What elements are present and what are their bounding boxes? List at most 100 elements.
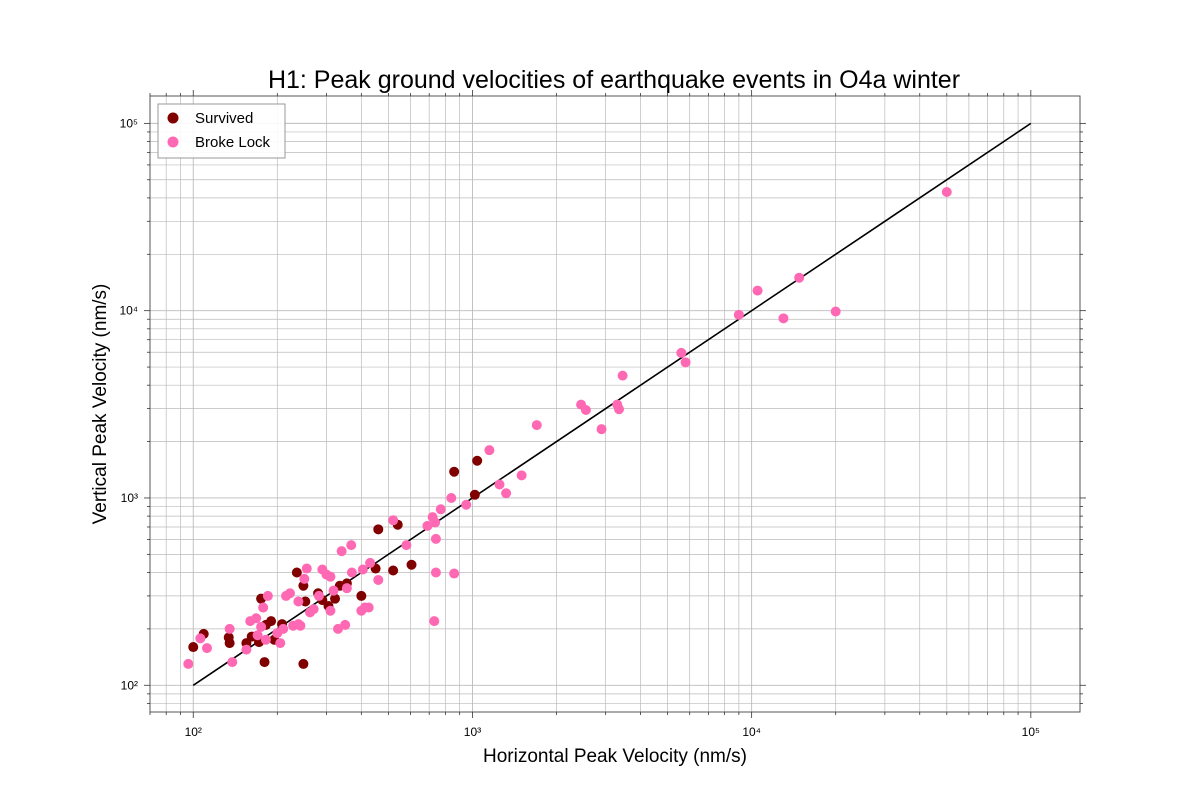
data-point bbox=[336, 546, 347, 557]
data-point bbox=[341, 583, 352, 594]
data-point bbox=[295, 620, 306, 631]
data-point bbox=[252, 630, 263, 641]
data-point bbox=[328, 585, 339, 596]
data-point bbox=[325, 605, 336, 616]
data-point bbox=[301, 563, 312, 574]
data-point bbox=[617, 370, 628, 381]
data-point bbox=[251, 613, 262, 624]
data-point bbox=[494, 479, 505, 490]
data-points bbox=[183, 187, 952, 669]
data-point bbox=[195, 633, 206, 644]
data-point bbox=[401, 540, 412, 551]
data-point bbox=[430, 517, 441, 528]
y-axis-label: Vertical Peak Velocity (nm/s) bbox=[90, 284, 111, 525]
data-point bbox=[278, 623, 289, 634]
data-point bbox=[260, 634, 271, 645]
data-point bbox=[373, 574, 384, 585]
data-point bbox=[373, 524, 384, 535]
data-point bbox=[388, 515, 399, 526]
data-point bbox=[298, 658, 309, 669]
data-point bbox=[830, 306, 841, 317]
data-point bbox=[449, 568, 460, 579]
data-point bbox=[516, 470, 527, 481]
data-point bbox=[258, 602, 269, 613]
data-point bbox=[227, 657, 238, 668]
data-point bbox=[680, 357, 691, 368]
chart-title: H1: Peak ground velocities of earthquake… bbox=[268, 66, 960, 94]
data-point bbox=[363, 602, 374, 613]
data-point bbox=[183, 658, 194, 669]
data-point bbox=[676, 347, 687, 358]
data-point bbox=[461, 499, 472, 510]
data-point bbox=[429, 616, 440, 627]
legend-label-broke-lock: Broke Lock bbox=[195, 134, 271, 151]
data-point bbox=[340, 619, 351, 630]
y-tick-label: 10² bbox=[121, 678, 138, 692]
data-point bbox=[259, 657, 270, 668]
data-point bbox=[188, 642, 199, 653]
data-point bbox=[266, 616, 277, 627]
legend: Survived Broke Lock bbox=[157, 103, 286, 159]
data-point bbox=[291, 567, 302, 578]
data-point bbox=[346, 567, 357, 578]
data-point bbox=[224, 623, 235, 634]
data-point bbox=[224, 638, 235, 649]
data-point bbox=[284, 588, 295, 599]
data-point bbox=[596, 424, 607, 435]
data-point bbox=[293, 596, 304, 607]
data-point bbox=[300, 596, 311, 607]
data-point bbox=[472, 455, 483, 466]
data-point bbox=[941, 187, 952, 198]
data-point bbox=[430, 533, 441, 544]
data-point bbox=[435, 504, 446, 515]
data-point bbox=[501, 488, 512, 499]
data-point bbox=[614, 404, 625, 415]
data-point bbox=[313, 590, 324, 601]
legend-label-survived: Survived bbox=[195, 110, 253, 127]
y-tick-label: 10⁵ bbox=[120, 116, 138, 130]
data-point bbox=[446, 492, 457, 503]
data-point bbox=[422, 520, 433, 531]
y-tick-label: 10³ bbox=[121, 491, 138, 505]
series-survived bbox=[188, 455, 483, 669]
grid bbox=[149, 96, 1080, 712]
x-tick-label: 10³ bbox=[464, 725, 481, 739]
legend-marker-survived bbox=[167, 112, 179, 124]
data-point bbox=[356, 590, 367, 601]
data-point bbox=[449, 466, 460, 477]
data-point bbox=[299, 573, 310, 584]
data-point bbox=[325, 571, 336, 582]
x-tick-label: 10⁵ bbox=[1022, 725, 1040, 739]
data-point bbox=[275, 638, 286, 649]
plot-frame bbox=[149, 95, 1081, 713]
data-point bbox=[256, 621, 267, 632]
data-point bbox=[484, 445, 495, 456]
data-point bbox=[752, 285, 763, 296]
y-tick-label: 10⁴ bbox=[119, 304, 138, 318]
data-point bbox=[201, 643, 212, 654]
data-point bbox=[241, 644, 252, 655]
data-point bbox=[794, 272, 805, 283]
axis-ticks: 10² 10³ 10⁴ 10⁵ 10² 10³ 10⁴ 10⁵ bbox=[119, 90, 1086, 739]
data-point bbox=[733, 309, 744, 320]
x-tick-label: 10² bbox=[185, 725, 202, 739]
data-point bbox=[330, 593, 341, 604]
data-point bbox=[388, 565, 399, 576]
data-point bbox=[531, 420, 542, 431]
legend-marker-broke-lock bbox=[167, 136, 179, 148]
data-point bbox=[308, 604, 319, 615]
data-point bbox=[346, 540, 357, 551]
data-point bbox=[580, 404, 591, 415]
data-point bbox=[469, 489, 480, 500]
data-point bbox=[365, 557, 376, 568]
x-tick-label: 10⁴ bbox=[742, 725, 761, 739]
data-point bbox=[778, 313, 789, 324]
data-point bbox=[357, 564, 368, 575]
data-point bbox=[406, 559, 417, 570]
series-broke-lock bbox=[183, 187, 952, 669]
x-axis-label: Horizontal Peak Velocity (nm/s) bbox=[483, 746, 747, 767]
data-point bbox=[262, 590, 273, 601]
data-point bbox=[430, 567, 441, 578]
legend-box bbox=[157, 103, 286, 159]
